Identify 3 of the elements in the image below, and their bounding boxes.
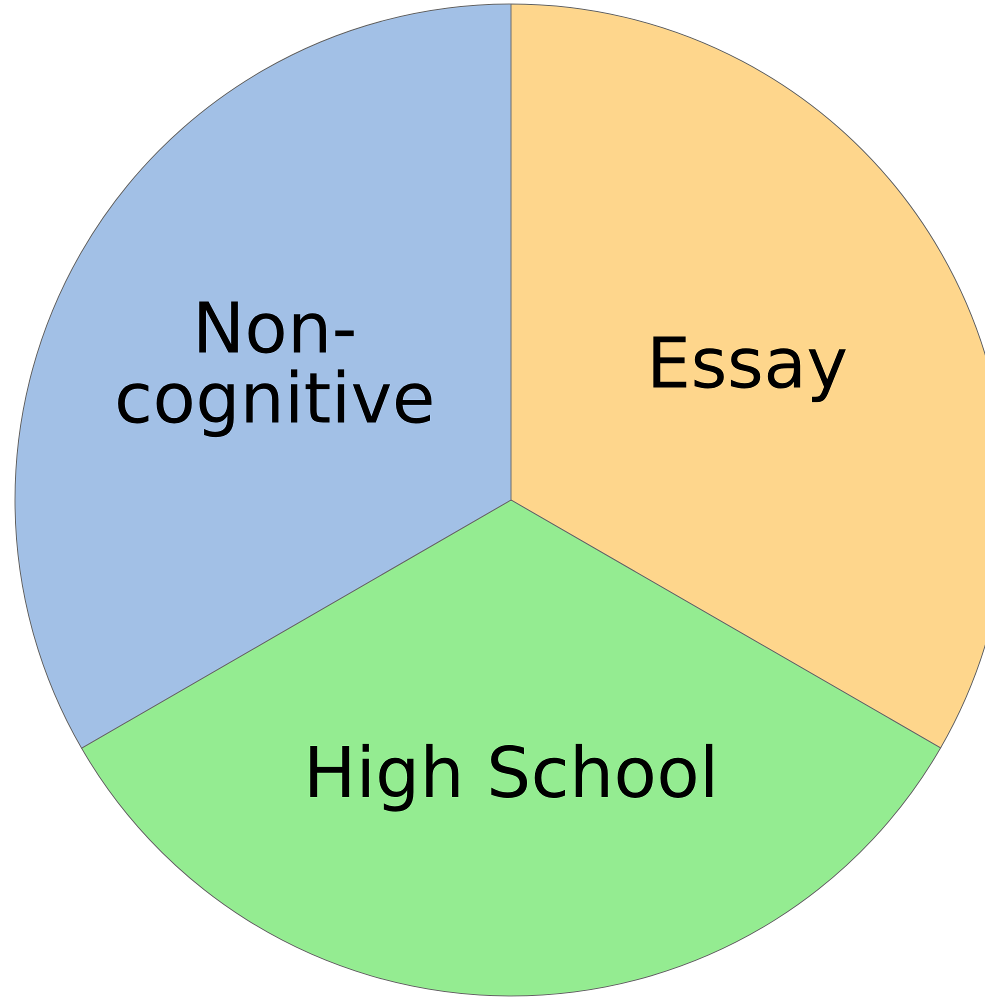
slice-label: Non-cognitive	[114, 288, 436, 440]
slice-label: Essay	[646, 322, 848, 405]
slice-label: High School	[303, 732, 719, 814]
